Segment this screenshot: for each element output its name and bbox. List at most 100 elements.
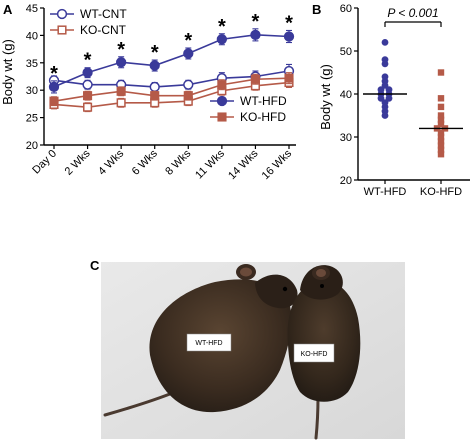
data-point-ko-hfd (49, 96, 59, 106)
legend-marker-ko-cnt (57, 25, 67, 35)
data-point-ko-hfd (437, 116, 445, 123)
legend-marker-wt-hfd (216, 95, 228, 107)
p-value-annotation: P < 0.001 (387, 6, 438, 20)
data-point-wt-hfd (385, 94, 393, 102)
panel-a-y-ticks: 20 25 30 35 40 45 (26, 3, 44, 152)
significance-star: * (50, 63, 58, 85)
panel-b-y-tick-label: 30 (340, 132, 352, 144)
data-point-ko-hfd (437, 120, 445, 128)
panel-a-y-tick-label: 30 (26, 85, 38, 97)
data-point-ko-hfd (116, 86, 126, 96)
data-point-ko-cnt (83, 102, 93, 112)
panel-b-chart: B 20 30 40 50 60 WT-HFD KO-HFD P < 0.001 Body… (312, 2, 470, 198)
data-point-wt-cnt (183, 79, 194, 90)
photo-label-ko-hfd: KO-HFD (301, 351, 328, 358)
legend-marker-ko-hfd (217, 112, 227, 122)
data-point-ko-hfd (437, 138, 445, 145)
data-point-wt-hfd (377, 94, 385, 102)
data-point-ko-hfd (437, 95, 445, 102)
label-card-wt-hfd (186, 333, 232, 352)
panel-a-x-tick-label: 11 Wks (193, 147, 227, 181)
panel-b-points (363, 39, 463, 158)
data-point-wt-hfd (250, 29, 261, 41)
panel-a-y-axis-label: Body wt (g) (0, 39, 15, 105)
significance-star: * (285, 12, 293, 34)
panel-c-photo: C WT-HFD KO-HFD (90, 258, 405, 440)
panel-a-axes (43, 8, 296, 146)
data-point-wt-hfd (149, 60, 160, 71)
legend-item-ko-hfd: KO-HFD (210, 110, 286, 124)
panel-a-x-tick-label: 2 Wks (63, 147, 93, 177)
panel-b-y-axis-label: Body wt (g) (318, 64, 333, 130)
panel-c-letter: C (90, 258, 100, 273)
significance-star: * (218, 16, 226, 38)
significance-star: * (184, 30, 192, 52)
series-line-ko-cnt (53, 81, 290, 108)
data-point-ko-hfd (437, 146, 445, 154)
legend-marker-wt-cnt (56, 8, 68, 20)
significance-star: * (84, 50, 92, 72)
photo-label-wt-hfd: WT-HFD (195, 340, 222, 347)
series-ko-hfd (49, 72, 294, 107)
panel-a-y-tick-label: 25 (26, 113, 38, 125)
panel-a-significance: * * * * * * * * (50, 11, 293, 85)
label-card-ko-hfd (293, 343, 335, 363)
data-point-ko-hfd (437, 129, 445, 136)
points-ko-hfd (419, 69, 463, 158)
data-point-ko-hfd (437, 103, 445, 111)
panel-a-x-tick-label: 16 Wks (260, 147, 295, 182)
panel-b-y-tick-label: 60 (340, 3, 352, 15)
series-ko-cnt (49, 77, 294, 113)
data-point-ko-hfd (284, 73, 294, 83)
panel-a-x-tick-label: 6 Wks (130, 147, 160, 177)
legend-item-wt-hfd: WT-HFD (210, 94, 287, 108)
data-point-wt-hfd (183, 48, 194, 59)
series-line-wt-hfd (53, 34, 290, 88)
data-point-wt-hfd (381, 112, 389, 119)
data-point-ko-cnt (116, 98, 126, 108)
data-point-ko-hfd (437, 142, 445, 149)
data-point-wt-hfd (115, 57, 127, 68)
data-point-wt-hfd (48, 81, 60, 93)
significance-star: * (151, 42, 159, 64)
panel-b-y-ticks: 20 30 40 50 60 (340, 3, 358, 187)
panel-b-y-tick-label: 50 (340, 46, 352, 58)
panel-a-letter: A (3, 2, 13, 17)
panel-a-y-tick-label: 45 (26, 3, 38, 15)
panel-a-y-tick-label: 35 (26, 58, 38, 70)
legend-item-ko-cnt: KO-CNT (50, 23, 127, 37)
data-point-ko-hfd (217, 80, 227, 90)
panel-a-x-tick-label: 14 Wks (226, 147, 261, 182)
series-wt-hfd (48, 28, 295, 94)
legend-label-wt-hfd: WT-HFD (240, 94, 287, 108)
panel-a-y-tick-label: 40 (26, 30, 38, 42)
panel-a-legend: WT-CNT KO-CNT WT-HFD KO-HFD (50, 7, 287, 124)
data-point-ko-hfd (250, 74, 260, 84)
data-point-wt-hfd (381, 60, 389, 68)
panel-b-x-tick-label: WT-HFD (364, 186, 407, 198)
panel-b-letter: B (312, 2, 321, 17)
panel-a-y-tick-label: 20 (26, 140, 38, 152)
data-point-wt-hfd (381, 39, 389, 46)
panel-b-annotation: P < 0.001 (384, 6, 442, 27)
data-point-wt-cnt (82, 79, 93, 90)
panel-a-x-tick-label: 8 Wks (163, 147, 193, 177)
points-wt-hfd (363, 39, 407, 119)
panel-a-series (48, 28, 295, 113)
panel-b-x-tick-label: KO-HFD (420, 186, 462, 198)
data-point-ko-hfd (183, 91, 193, 101)
significance-star: * (117, 39, 125, 61)
data-point-ko-hfd (83, 91, 93, 101)
data-point-ko-hfd (150, 91, 160, 101)
data-point-wt-cnt (149, 81, 160, 93)
legend-label-ko-cnt: KO-CNT (80, 23, 127, 37)
legend-label-wt-cnt: WT-CNT (80, 7, 127, 21)
legend-item-wt-cnt: WT-CNT (50, 7, 127, 21)
data-point-ko-hfd (437, 69, 445, 76)
panel-b-y-tick-label: 20 (340, 175, 352, 187)
data-point-ko-hfd (437, 151, 445, 158)
panel-a-x-tick-label: 4 Wks (96, 147, 126, 177)
data-point-ko-hfd (437, 112, 445, 119)
